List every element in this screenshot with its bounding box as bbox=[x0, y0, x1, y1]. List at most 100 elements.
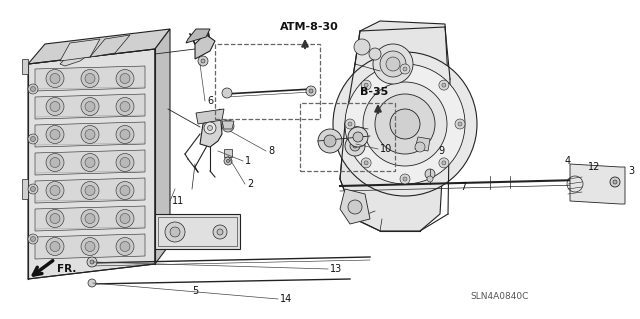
Circle shape bbox=[222, 88, 232, 98]
Polygon shape bbox=[155, 29, 170, 264]
Circle shape bbox=[120, 186, 130, 196]
Circle shape bbox=[333, 52, 477, 196]
Circle shape bbox=[116, 182, 134, 199]
Polygon shape bbox=[22, 179, 28, 199]
Circle shape bbox=[85, 186, 95, 196]
Circle shape bbox=[217, 229, 223, 235]
Circle shape bbox=[309, 89, 313, 93]
Circle shape bbox=[369, 48, 381, 60]
Circle shape bbox=[81, 153, 99, 172]
Circle shape bbox=[324, 135, 336, 147]
Circle shape bbox=[364, 161, 368, 165]
Polygon shape bbox=[28, 49, 155, 279]
Text: 12: 12 bbox=[588, 162, 600, 172]
Circle shape bbox=[201, 59, 205, 63]
Circle shape bbox=[400, 64, 410, 74]
Circle shape bbox=[116, 98, 134, 115]
Polygon shape bbox=[28, 29, 170, 64]
Circle shape bbox=[165, 222, 185, 242]
Circle shape bbox=[81, 182, 99, 199]
Circle shape bbox=[348, 127, 368, 147]
Circle shape bbox=[90, 260, 94, 264]
Circle shape bbox=[345, 136, 365, 156]
Circle shape bbox=[116, 238, 134, 256]
Circle shape bbox=[373, 44, 413, 84]
Text: 2: 2 bbox=[247, 179, 253, 189]
Circle shape bbox=[116, 70, 134, 87]
Polygon shape bbox=[222, 121, 234, 129]
Circle shape bbox=[81, 98, 99, 115]
Text: 11: 11 bbox=[172, 196, 184, 206]
Circle shape bbox=[116, 210, 134, 227]
Circle shape bbox=[50, 158, 60, 167]
Text: 7: 7 bbox=[460, 182, 467, 192]
Circle shape bbox=[353, 132, 363, 142]
Circle shape bbox=[85, 158, 95, 167]
Circle shape bbox=[85, 241, 95, 251]
Circle shape bbox=[390, 109, 420, 139]
Polygon shape bbox=[35, 234, 145, 259]
Circle shape bbox=[348, 122, 352, 126]
Polygon shape bbox=[90, 35, 130, 57]
Circle shape bbox=[610, 177, 620, 187]
Polygon shape bbox=[195, 34, 215, 59]
Circle shape bbox=[46, 210, 64, 227]
Polygon shape bbox=[35, 122, 145, 147]
Circle shape bbox=[403, 67, 407, 71]
Circle shape bbox=[224, 157, 232, 165]
Circle shape bbox=[46, 70, 64, 87]
Bar bbox=[300, 103, 395, 171]
Circle shape bbox=[345, 64, 465, 184]
Text: ATM-8-30: ATM-8-30 bbox=[280, 22, 339, 32]
Circle shape bbox=[613, 180, 617, 184]
Polygon shape bbox=[570, 164, 625, 204]
Circle shape bbox=[345, 119, 355, 129]
Polygon shape bbox=[60, 39, 100, 61]
Polygon shape bbox=[196, 109, 224, 124]
Text: 8: 8 bbox=[268, 146, 274, 156]
Circle shape bbox=[28, 234, 38, 244]
Text: 9: 9 bbox=[438, 146, 444, 156]
Text: FR.: FR. bbox=[57, 264, 76, 274]
Circle shape bbox=[31, 137, 35, 142]
Circle shape bbox=[85, 73, 95, 84]
Circle shape bbox=[439, 80, 449, 90]
Text: SLN4A0840C: SLN4A0840C bbox=[470, 292, 529, 301]
Circle shape bbox=[222, 120, 234, 132]
Circle shape bbox=[81, 125, 99, 144]
Circle shape bbox=[361, 80, 371, 90]
Circle shape bbox=[400, 174, 410, 184]
Polygon shape bbox=[155, 214, 240, 249]
Circle shape bbox=[442, 83, 446, 87]
Circle shape bbox=[425, 169, 435, 179]
Circle shape bbox=[306, 86, 316, 96]
Text: 13: 13 bbox=[330, 264, 342, 274]
Text: 10: 10 bbox=[380, 144, 392, 154]
Polygon shape bbox=[35, 66, 145, 91]
Circle shape bbox=[120, 213, 130, 224]
Circle shape bbox=[375, 94, 435, 154]
Circle shape bbox=[427, 176, 433, 182]
Circle shape bbox=[458, 122, 462, 126]
Circle shape bbox=[364, 83, 368, 87]
Circle shape bbox=[88, 279, 96, 287]
Polygon shape bbox=[224, 149, 232, 157]
Circle shape bbox=[354, 39, 370, 55]
Circle shape bbox=[318, 129, 342, 153]
Circle shape bbox=[361, 158, 371, 168]
Circle shape bbox=[116, 125, 134, 144]
Circle shape bbox=[442, 161, 446, 165]
Bar bbox=[215, 44, 320, 119]
Circle shape bbox=[439, 158, 449, 168]
Circle shape bbox=[350, 141, 360, 151]
Circle shape bbox=[50, 241, 60, 251]
Circle shape bbox=[46, 182, 64, 199]
Circle shape bbox=[213, 225, 227, 239]
Circle shape bbox=[46, 98, 64, 115]
Circle shape bbox=[386, 57, 400, 71]
Circle shape bbox=[50, 73, 60, 84]
Circle shape bbox=[353, 144, 357, 148]
Circle shape bbox=[31, 236, 35, 241]
Circle shape bbox=[455, 119, 465, 129]
Circle shape bbox=[50, 101, 60, 112]
